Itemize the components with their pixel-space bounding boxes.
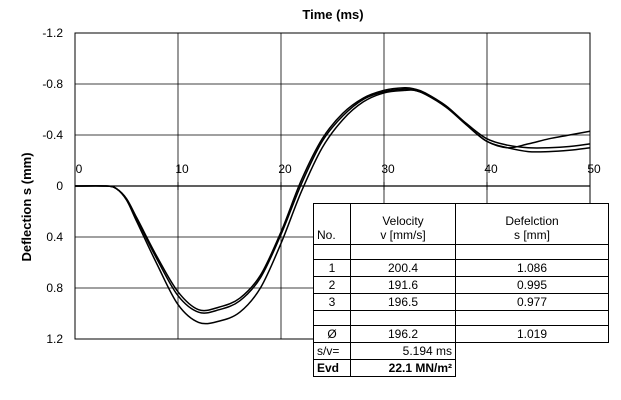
header-velocity: Velocity v [mm/s] (350, 203, 456, 245)
sv-row: s/v= 5.194 ms (313, 342, 609, 360)
x-tick-label: 30 (381, 162, 395, 176)
row-velocity: 191.6 (350, 276, 456, 294)
x-tick-label: 50 (587, 162, 601, 176)
table-row: 2 191.6 0.995 (313, 276, 609, 294)
y-tick-label: 0.4 (46, 230, 63, 244)
series-lines (74, 87, 591, 325)
sv-value: 5.194 ms (350, 342, 456, 360)
row-no: 1 (313, 259, 351, 277)
y-tick-label: -0.4 (42, 128, 63, 142)
row-no: 3 (313, 293, 351, 311)
table-mean-row: Ø 196.2 1.019 (313, 325, 609, 343)
y-axis-title: Deflection s (mm) (19, 152, 34, 261)
table-blank-row (313, 244, 609, 260)
series-line-3 (74, 89, 591, 325)
table-row: 1 200.4 1.086 (313, 259, 609, 277)
x-tick-label: 10 (175, 162, 189, 176)
evd-label: Evd (313, 359, 351, 377)
row-deflection: 0.995 (455, 276, 609, 294)
header-deflection: Defelction s [mm] (455, 203, 609, 245)
evd-value: 22.1 MN/m² (350, 359, 456, 377)
series-line-2 (74, 87, 591, 312)
x-axis-title: Time (ms) (302, 7, 363, 22)
row-velocity: 200.4 (350, 259, 456, 277)
row-no: 2 (313, 276, 351, 294)
row-deflection: 0.977 (455, 293, 609, 311)
sv-label: s/v= (313, 342, 351, 360)
y-tick-label: 1.2 (46, 332, 63, 346)
table-row: 3 196.5 0.977 (313, 293, 609, 311)
x-tick-label: 0 (76, 162, 83, 176)
results-table: No. Velocity v [mm/s] Defelction s [mm] … (313, 203, 609, 377)
header-no: No. (313, 203, 351, 245)
row-deflection: 1.086 (455, 259, 609, 277)
evd-row: Evd 22.1 MN/m² (313, 359, 609, 377)
mean-velocity: 196.2 (350, 325, 456, 343)
x-tick-label: 40 (484, 162, 498, 176)
y-tick-label: 0.8 (46, 281, 63, 295)
table-blank-row (313, 310, 609, 326)
table-header-row: No. Velocity v [mm/s] Defelction s [mm] (313, 203, 609, 245)
x-tick-label: 20 (278, 162, 292, 176)
mean-deflection: 1.019 (455, 325, 609, 343)
y-tick-label: -0.8 (42, 77, 63, 91)
y-tick-label: -1.2 (42, 26, 63, 40)
mean-symbol: Ø (313, 325, 351, 343)
row-velocity: 196.5 (350, 293, 456, 311)
y-tick-label: 0 (56, 179, 63, 193)
tick-labels: -1.2 -0.8 -0.4 0 0.4 0.8 1.2 0 10 20 30 40 50 (42, 26, 601, 346)
